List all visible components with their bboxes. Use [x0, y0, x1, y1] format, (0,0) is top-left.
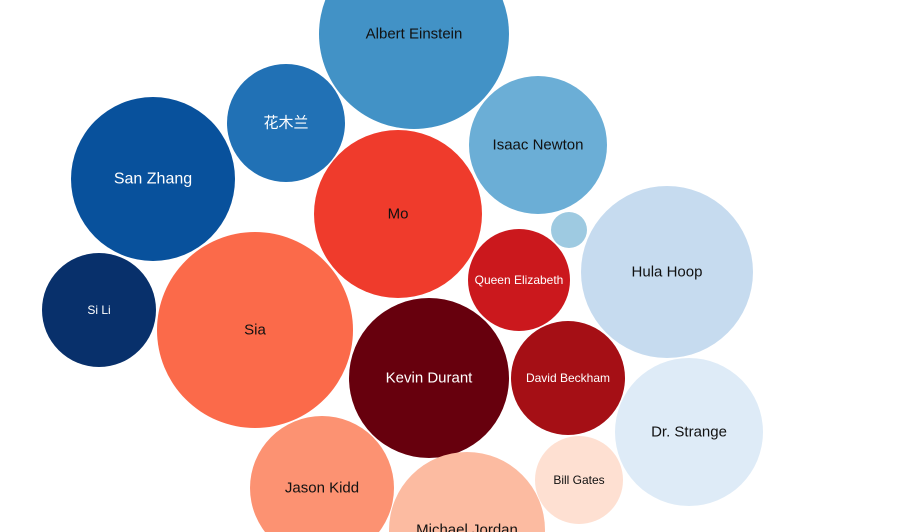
bubble-kevin-durant: Kevin Durant [349, 298, 509, 458]
bubble-circle [71, 97, 235, 261]
bubble-isaac-newton: Isaac Newton [469, 76, 607, 214]
bubble-circle [157, 232, 353, 428]
bubble-david-beckham: David Beckham [511, 321, 625, 435]
bubble-michael-jordan: Michael Jordan [389, 452, 545, 532]
bubble-queen-elizabeth: Queen Elizabeth [468, 229, 570, 331]
bubble-circle [615, 358, 763, 506]
bubble-circle [551, 212, 587, 248]
bubble-label: Isaac Newton [493, 137, 584, 154]
bubble-circle [42, 253, 156, 367]
bubble-circle [227, 64, 345, 182]
bubble-unlabeled-5 [551, 212, 587, 248]
bubble-label: Kevin Durant [386, 370, 474, 387]
bubble-circle [389, 452, 545, 532]
bubble-label: Queen Elizabeth [475, 273, 564, 287]
bubble-label: 花木兰 [263, 115, 308, 132]
bubble-label: San Zhang [114, 171, 192, 188]
bubble-label: Mo [388, 206, 409, 223]
bubble-circle [250, 416, 394, 532]
bubble-label: Bill Gates [553, 473, 604, 487]
bubble-label: Michael Jordan [416, 522, 518, 532]
bubble-label: Sia [244, 322, 266, 339]
bubble-si-li: Si Li [42, 253, 156, 367]
bubble-item-1: 花木兰 [227, 64, 345, 182]
bubble-circle [581, 186, 753, 358]
bubble-label: Dr. Strange [651, 424, 727, 441]
bubble-label: David Beckham [526, 371, 610, 385]
bubble-label: Albert Einstein [366, 26, 463, 43]
bubble-mo: Mo [314, 130, 482, 298]
bubble-circle [314, 130, 482, 298]
bubble-circle [535, 436, 623, 524]
bubble-label: Si Li [87, 303, 110, 317]
bubble-hula-hoop: Hula Hoop [581, 186, 753, 358]
bubble-dr-strange: Dr. Strange [615, 358, 763, 506]
bubble-sia: Sia [157, 232, 353, 428]
bubble-circle [511, 321, 625, 435]
bubble-circle [319, 0, 509, 129]
bubble-bill-gates: Bill Gates [535, 436, 623, 524]
bubble-circle [468, 229, 570, 331]
bubble-circle [469, 76, 607, 214]
bubble-label: Hula Hoop [632, 264, 703, 281]
bubble-circle [349, 298, 509, 458]
bubble-san-zhang: San Zhang [71, 97, 235, 261]
bubble-albert-einstein: Albert Einstein [319, 0, 509, 129]
bubble-label: Jason Kidd [285, 480, 359, 497]
bubble-jason-kidd: Jason Kidd [250, 416, 394, 532]
